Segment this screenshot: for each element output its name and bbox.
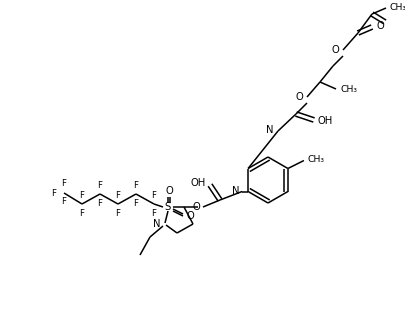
Text: OH: OH [190,178,205,188]
Text: S: S [164,202,171,212]
Text: N: N [153,219,161,229]
Text: CH₃: CH₃ [307,155,324,164]
Text: O: O [294,92,302,102]
Text: O: O [165,186,173,196]
Text: O: O [187,211,194,221]
Text: F: F [61,179,66,188]
Text: F: F [151,209,156,218]
Text: F: F [97,180,102,189]
Text: F: F [133,180,138,189]
Text: O: O [192,202,200,212]
Text: O: O [376,21,384,31]
Text: F: F [115,209,120,218]
Text: F: F [151,191,156,200]
Text: F: F [79,209,84,218]
Text: F: F [97,198,102,207]
Text: CH₃: CH₃ [340,86,357,95]
Text: O: O [330,45,338,55]
Text: F: F [51,188,56,197]
Text: F: F [79,191,84,200]
Text: F: F [133,198,138,207]
Text: F: F [115,191,120,200]
Text: F: F [61,197,66,206]
Text: N: N [266,125,273,135]
Text: OH: OH [317,116,333,126]
Text: N: N [231,187,239,197]
Text: CH₃: CH₃ [389,3,405,12]
